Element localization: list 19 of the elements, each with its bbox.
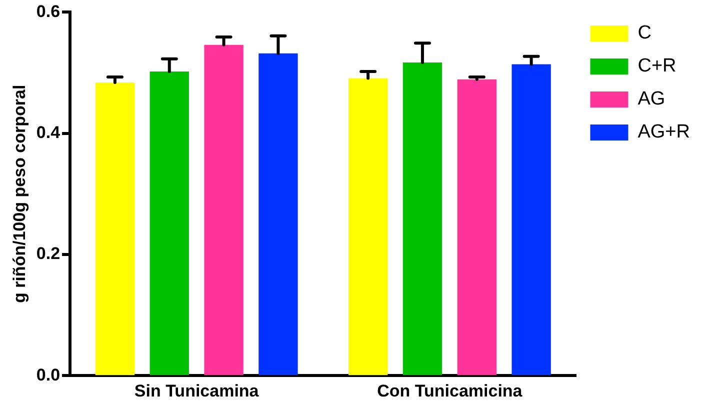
legend-label: AG+R <box>638 122 690 143</box>
bar <box>150 72 189 376</box>
x-tick-label: Sin Tunicamina <box>134 381 260 400</box>
legend-label: C <box>638 22 652 44</box>
y-tick-label: 0.2 <box>36 244 60 264</box>
legend-label: C+R <box>638 56 676 77</box>
y-tick-label: 0.6 <box>36 2 60 21</box>
bar <box>204 44 244 376</box>
y-tick-label: 0.4 <box>36 123 61 142</box>
y-tick-label: 0.0 <box>36 365 60 384</box>
bar <box>512 64 551 376</box>
y-axis-title: g riñón/100g peso corporal <box>10 84 29 304</box>
x-tick-label: Con Tunicamicina <box>377 381 523 400</box>
bar <box>95 82 135 376</box>
legend-label: AG <box>638 88 666 110</box>
bar <box>457 79 496 376</box>
bar <box>402 62 442 376</box>
bar <box>258 53 298 376</box>
bar <box>348 78 388 376</box>
